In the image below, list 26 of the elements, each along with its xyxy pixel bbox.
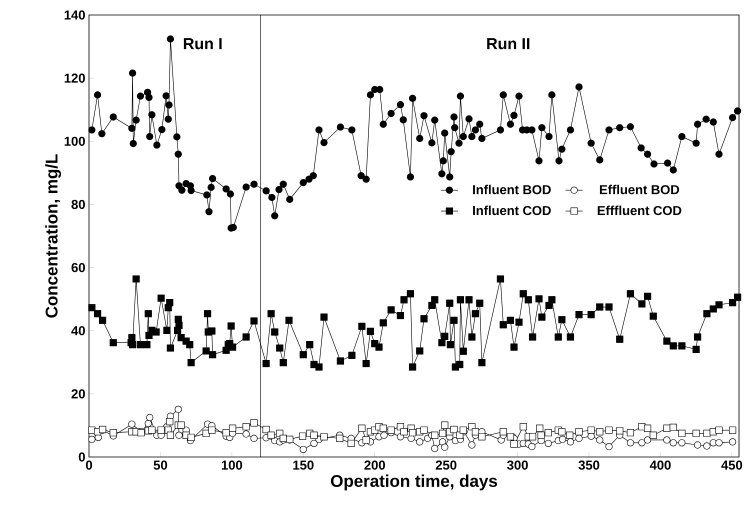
x-tick-label: 100 (222, 460, 242, 470)
x-tick-label: 150 (293, 460, 314, 470)
y-tick-label: 0 (78, 452, 85, 462)
x-tick-label: 50 (154, 460, 168, 470)
y-tick-label: 20 (72, 389, 85, 398)
x-tick-label: 0 (86, 460, 92, 470)
legend-label: Efffluent COD (598, 206, 682, 216)
y-tick-label: 100 (64, 136, 85, 146)
y-tick-label: 40 (71, 326, 85, 336)
annotation: Run I (184, 38, 222, 50)
y-tick-label: 120 (64, 74, 85, 83)
y-tick-label: 80 (71, 200, 85, 210)
x-axis-title: Operation time, days (330, 474, 498, 490)
x-tick-label: 450 (721, 460, 742, 470)
x-tick-label: 400 (650, 460, 671, 470)
x-tick-label: 350 (578, 460, 600, 470)
y-tick-label: 140 (64, 10, 85, 20)
legend-label: Influent COD (473, 206, 551, 216)
annotation: Run II (487, 38, 530, 50)
y-tick-label: 60 (72, 262, 85, 272)
legend-label: Effluent BOD (600, 184, 680, 194)
y-axis-title: Concentration, mg/L (45, 154, 62, 318)
x-tick-label: 300 (507, 460, 528, 470)
x-tick-label: 200 (364, 460, 385, 470)
legend-label: Influent BOD (473, 184, 551, 194)
x-tick-label: 250 (436, 460, 456, 470)
